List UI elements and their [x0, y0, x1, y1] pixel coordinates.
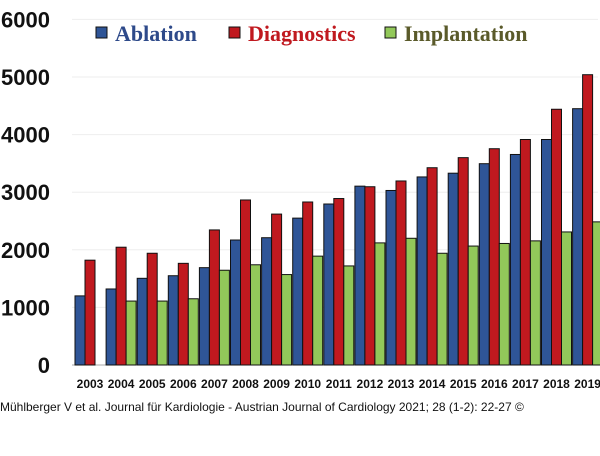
bar-diagnostics-2017: [519, 138, 531, 366]
bar-diagnostics-2018: [551, 108, 562, 366]
bar-diagnostics-2014: [426, 167, 438, 366]
y-tick-label: 0: [38, 353, 50, 378]
bar-implantation-2015: [467, 245, 479, 366]
x-tick-label: 2014: [419, 377, 446, 391]
x-tick-label: 2016: [481, 377, 508, 391]
x-tick-label: 2010: [294, 377, 321, 391]
bar-implantation-2011: [343, 265, 355, 366]
bar-diagnostics-2012: [364, 186, 376, 366]
bar-ablation-2004: [105, 288, 117, 366]
bar-implantation-2018: [561, 231, 572, 366]
legend-label-diagnostics: Diagnostics: [248, 21, 356, 46]
bar-diagnostics-2019: [582, 74, 594, 366]
bar-chart: 0 1000 2000 3000 4000 5000 6000 2003 2004 2005 200…: [1, 7, 600, 391]
legend-swatch-implantation: [384, 26, 397, 39]
bar-ablation-2014: [416, 176, 428, 366]
bar-diagnostics-2016: [488, 148, 500, 366]
bar-diagnostics-2008: [240, 199, 251, 366]
bar-ablation-2017: [509, 153, 521, 366]
bar-ablation-2010: [292, 217, 304, 366]
bar-diagnostics-2010: [302, 201, 314, 366]
y-tick-label: 3000: [1, 180, 50, 205]
bar-diagnostics-2011: [333, 198, 345, 366]
x-tick-label: 2017: [512, 377, 539, 391]
bar-diagnostics-2013: [395, 180, 407, 366]
citation-footer: Mühlberger V et al. Journal für Kardiolo…: [0, 400, 524, 414]
y-tick-label: 1000: [1, 295, 50, 320]
legend-label-implantation: Implantation: [404, 21, 527, 46]
bar-implantation-2007: [218, 269, 230, 366]
bar-implantation-2012: [374, 242, 386, 366]
bar-ablation-2016: [478, 163, 490, 366]
bar-implantation-2006: [187, 298, 199, 366]
x-tick-label: 2006: [170, 377, 197, 391]
bar-ablation-2012: [354, 185, 366, 366]
x-tick-label: 2015: [450, 377, 477, 391]
bar-ablation-2006: [167, 275, 179, 366]
x-tick-label: 2005: [139, 377, 166, 391]
bar-implantation-2008: [250, 264, 261, 366]
bar-implantation-2013: [405, 237, 417, 366]
bar-ablation-2019: [572, 108, 584, 366]
bar-ablation-2018: [541, 138, 552, 366]
bar-diagnostics-2009: [271, 213, 283, 366]
legend-swatch-ablation: [95, 26, 108, 39]
x-tick-label: 2013: [388, 377, 415, 391]
bar-ablation-2003: [74, 295, 86, 366]
x-tick-label: 2011: [326, 377, 352, 391]
x-tick-label: 2012: [357, 377, 384, 391]
bar-implantation-2004: [125, 300, 137, 366]
x-tick-label: 2019: [574, 377, 600, 391]
y-tick-label: 4000: [1, 123, 50, 148]
x-tick-label: 2007: [201, 377, 228, 391]
x-tick-label: 2003: [77, 377, 104, 391]
bar-ablation-2013: [385, 189, 397, 366]
bar-implantation-2009: [281, 274, 293, 366]
legend-label-ablation: Ablation: [115, 21, 197, 46]
x-tick-label: 2018: [543, 377, 570, 391]
x-tick-label: 2008: [232, 377, 259, 391]
y-tick-label: 6000: [1, 7, 50, 32]
bar-implantation-2014: [436, 252, 448, 366]
bar-diagnostics-2015: [457, 157, 469, 366]
bar-implantation-2005: [156, 300, 168, 366]
bar-ablation-2015: [447, 172, 459, 366]
y-tick-label: 2000: [1, 238, 50, 263]
bar-ablation-2005: [136, 277, 148, 366]
bar-ablation-2011: [323, 203, 335, 366]
bar-implantation-2019: [592, 221, 600, 366]
x-tick-label: 2009: [263, 377, 290, 391]
bar-diagnostics-2007: [208, 229, 220, 366]
bar-ablation-2009: [261, 237, 273, 366]
y-tick-label: 5000: [1, 65, 50, 90]
bar-implantation-2016: [498, 242, 510, 366]
bar-diagnostics-2004: [115, 246, 127, 366]
bar-diagnostics-2006: [177, 262, 189, 366]
bar-ablation-2008: [230, 239, 241, 366]
bar-ablation-2007: [198, 267, 210, 366]
bar-diagnostics-2005: [146, 252, 158, 366]
legend-swatch-diagnostics: [228, 26, 241, 39]
x-tick-label: 2004: [108, 377, 135, 391]
bar-implantation-2010: [312, 255, 324, 366]
bar-diagnostics-2003: [84, 259, 96, 366]
bar-implantation-2017: [529, 240, 541, 366]
